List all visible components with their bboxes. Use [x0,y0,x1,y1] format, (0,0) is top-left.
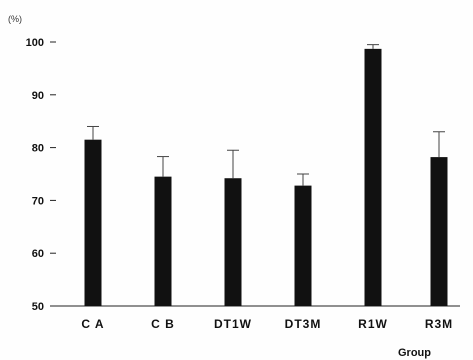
category-label: R3M [425,317,453,331]
bar [84,139,102,306]
bar [430,157,448,306]
bar [224,178,242,306]
bar [364,48,382,306]
bars-group [84,44,448,306]
y-tick-label: 80 [32,143,44,155]
category-label: C A [81,317,104,331]
bar [154,176,172,306]
category-label: R1W [358,317,388,331]
y-tick-label: 90 [32,90,44,102]
category-label: DT3M [285,317,322,331]
x-axis: C A C B DT1W DT3M R1W R3M [81,317,453,331]
y-tick-label: 100 [26,37,44,49]
y-axis: 50 60 70 80 90 100 [26,37,56,313]
y-unit-label: (%) [8,14,22,24]
y-tick-label: 60 [32,248,44,260]
category-label: C B [151,317,175,331]
category-label: DT1W [214,317,252,331]
bar [294,185,312,306]
y-tick-label: 70 [32,195,44,207]
x-axis-title: Group [398,347,431,359]
y-tick-label: 50 [32,301,44,313]
